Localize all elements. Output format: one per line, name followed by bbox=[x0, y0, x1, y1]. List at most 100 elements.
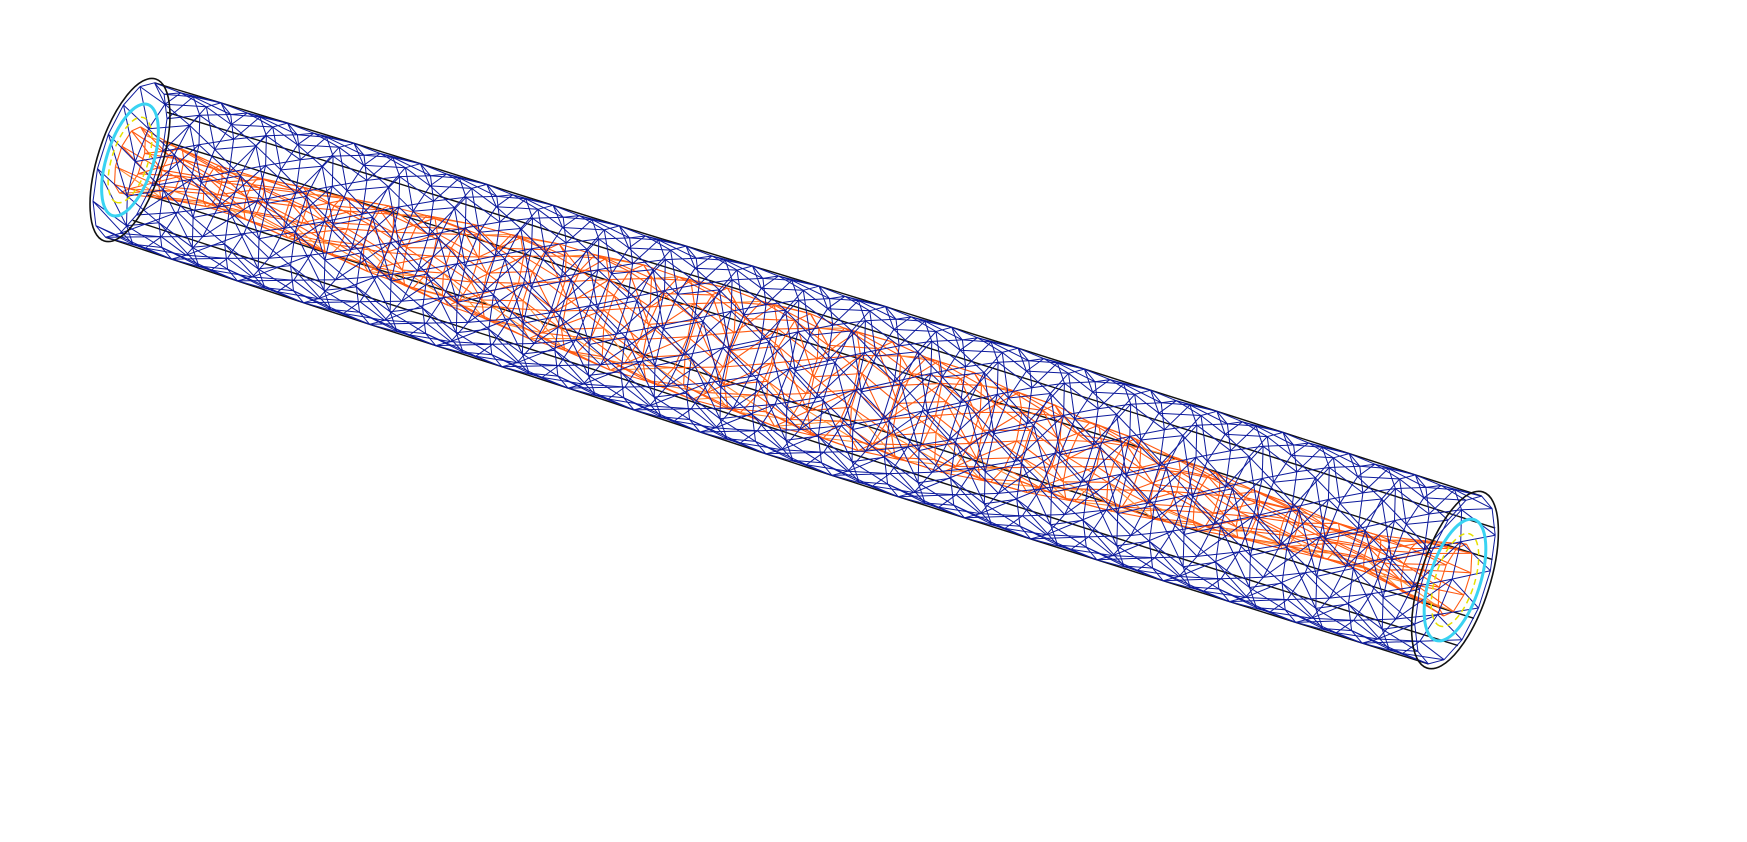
outer-mesh-ring-edge bbox=[699, 427, 716, 433]
inner-core-diag-edge bbox=[1377, 534, 1412, 550]
outer-mesh-diag-edge bbox=[653, 396, 690, 421]
inner-core-long-edge bbox=[213, 167, 253, 186]
outer-mesh-long-edge bbox=[164, 103, 207, 108]
inner-core-ring-edge bbox=[774, 418, 791, 427]
inner-core-ring-edge bbox=[450, 229, 464, 249]
outer-mesh-diag-edge bbox=[818, 286, 829, 309]
inner-core-long-edge bbox=[678, 276, 728, 289]
outer-mesh-diag-edge bbox=[438, 237, 458, 303]
outer-mesh-diag-edge bbox=[200, 182, 230, 212]
outer-mesh-diag-edge bbox=[290, 265, 332, 310]
inner-core-diag-edge bbox=[888, 382, 943, 420]
outer-mesh-long-edge bbox=[726, 438, 756, 442]
outer-mesh-ring-edge bbox=[92, 201, 97, 226]
inner-core-long-edge bbox=[856, 331, 902, 357]
outer-mesh-ring-edge bbox=[611, 247, 630, 275]
outer-mesh-ring-edge bbox=[1348, 453, 1361, 467]
inner-core-diag-edge bbox=[1219, 479, 1253, 491]
outer-mesh-long-edge bbox=[855, 389, 883, 420]
inner-core-long-edge bbox=[1372, 537, 1411, 550]
outer-mesh-ring-edge bbox=[531, 218, 533, 249]
inner-core-diag-edge bbox=[518, 281, 565, 284]
outer-mesh-long-edge bbox=[359, 301, 385, 321]
outer-mesh-ring-edge bbox=[851, 461, 860, 482]
outer-mesh-long-edge bbox=[884, 456, 919, 484]
outer-mesh-ring-edge bbox=[1225, 450, 1232, 487]
inner-core-ring-edge bbox=[541, 310, 557, 334]
outer-mesh-diag-edge bbox=[230, 124, 257, 147]
outer-mesh-ring-edge bbox=[549, 276, 562, 314]
outer-mesh-long-edge bbox=[918, 477, 951, 484]
outer-mesh-diag-edge bbox=[324, 259, 357, 288]
outer-mesh-ring-edge bbox=[955, 404, 968, 443]
outer-mesh-diag-edge bbox=[1357, 476, 1383, 500]
outer-mesh-diag-edge bbox=[1046, 509, 1107, 536]
outer-mesh-long-edge bbox=[951, 326, 978, 339]
outer-mesh-diag-edge bbox=[806, 464, 848, 472]
inner-core-diag-edge bbox=[462, 229, 488, 274]
outer-mesh-long-edge bbox=[611, 269, 654, 275]
outer-mesh-long-edge bbox=[757, 430, 783, 451]
outer-mesh-long-edge bbox=[1081, 473, 1122, 483]
outer-mesh-long-edge bbox=[603, 229, 630, 249]
outer-mesh-diag-edge bbox=[297, 132, 314, 136]
outer-mesh-ring-edge bbox=[1050, 372, 1069, 394]
outer-mesh-ring-edge bbox=[749, 339, 762, 377]
outer-mesh-long-edge bbox=[889, 473, 915, 493]
outer-mesh-long-edge bbox=[332, 155, 368, 181]
outer-mesh-diag-edge bbox=[162, 189, 193, 248]
inner-core-long-edge bbox=[935, 414, 971, 444]
outer-mesh-long-edge bbox=[1395, 614, 1438, 620]
outer-mesh-diag-edge bbox=[1287, 597, 1330, 601]
outer-mesh-diag-edge bbox=[350, 206, 400, 250]
outer-mesh-long-edge bbox=[988, 431, 1016, 462]
outer-mesh-diag-edge bbox=[272, 126, 282, 170]
outer-mesh-long-edge bbox=[1248, 456, 1274, 483]
outer-mesh-long-edge bbox=[1116, 414, 1142, 441]
outer-mesh-diag-edge bbox=[698, 259, 726, 285]
inner-core-ring-edge bbox=[369, 209, 381, 226]
outer-mesh-ring-edge bbox=[198, 115, 201, 145]
outer-mesh-long-edge bbox=[1130, 403, 1165, 431]
outer-mesh-long-edge bbox=[1282, 431, 1309, 444]
outer-mesh-diag-edge bbox=[166, 96, 194, 120]
outer-mesh-diag-edge bbox=[1405, 524, 1432, 553]
outer-mesh-ring-edge bbox=[1291, 471, 1298, 508]
outer-mesh-long-edge bbox=[243, 233, 270, 259]
outer-mesh-diag-edge bbox=[504, 258, 524, 324]
outer-mesh-long-edge bbox=[984, 498, 1017, 505]
outer-mesh-diag-edge bbox=[1216, 411, 1226, 435]
outer-mesh-ring-edge bbox=[719, 387, 722, 419]
outer-mesh-long-edge bbox=[799, 425, 842, 431]
outer-mesh-diag-edge bbox=[1322, 628, 1363, 644]
outer-mesh-diag-edge bbox=[1394, 513, 1430, 522]
outer-mesh-ring-edge bbox=[959, 337, 978, 351]
outer-mesh-diag-edge bbox=[1336, 632, 1378, 640]
outer-mesh-ring-edge bbox=[597, 238, 600, 270]
inner-core-long-edge bbox=[1101, 441, 1141, 469]
outer-mesh-ring-edge bbox=[1154, 530, 1174, 559]
inner-core-diag-edge bbox=[735, 300, 762, 303]
outer-mesh-long-edge bbox=[1099, 446, 1127, 477]
outer-mesh-ring-edge bbox=[1017, 347, 1030, 362]
inner-core-ring-edge bbox=[493, 307, 508, 322]
outer-mesh-ring-edge bbox=[1200, 410, 1218, 416]
inner-core-diag-edge bbox=[1199, 488, 1237, 528]
outer-mesh-diag-edge bbox=[1389, 648, 1429, 665]
outer-mesh-ring-edge bbox=[1298, 477, 1316, 511]
outer-mesh-ring-edge bbox=[119, 214, 137, 234]
outer-mesh-ring-edge bbox=[719, 418, 728, 439]
outer-mesh-ring-edge bbox=[1491, 508, 1496, 536]
outer-mesh-long-edge bbox=[1207, 456, 1250, 462]
inner-core-diag-edge bbox=[567, 298, 605, 329]
outer-mesh-ring-edge bbox=[1423, 485, 1442, 499]
outer-mesh-ring-edge bbox=[883, 457, 889, 485]
outer-mesh-long-edge bbox=[1250, 546, 1288, 556]
outer-mesh-diag-edge bbox=[531, 242, 567, 250]
outer-mesh-diag-edge bbox=[457, 255, 496, 265]
outer-mesh-ring-edge bbox=[1147, 465, 1160, 504]
outer-mesh-diag-edge bbox=[740, 442, 782, 451]
outer-mesh-diag-edge bbox=[321, 166, 334, 225]
inner-core-long-edge bbox=[1259, 501, 1300, 524]
